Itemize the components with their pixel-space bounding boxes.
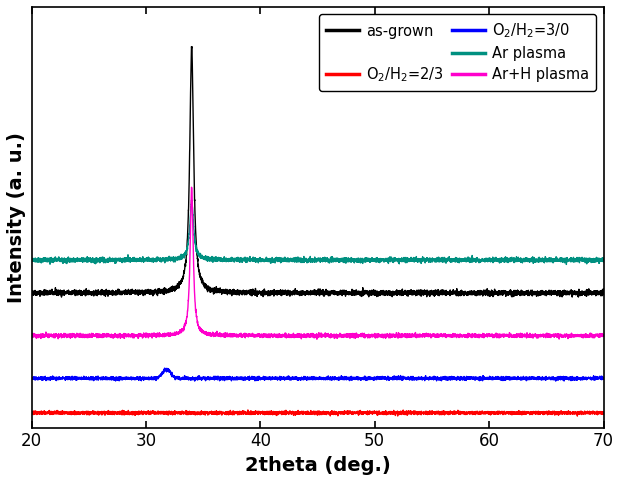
Legend: as-grown, , O$_2$/H$_2$=2/3, O$_2$/H$_2$=3/0, Ar plasma, Ar+H plasma: as-grown, , O$_2$/H$_2$=2/3, O$_2$/H$_2$… <box>319 14 596 91</box>
X-axis label: 2theta (deg.): 2theta (deg.) <box>245 456 391 475</box>
Y-axis label: Intensity (a. u.): Intensity (a. u.) <box>7 132 26 303</box>
